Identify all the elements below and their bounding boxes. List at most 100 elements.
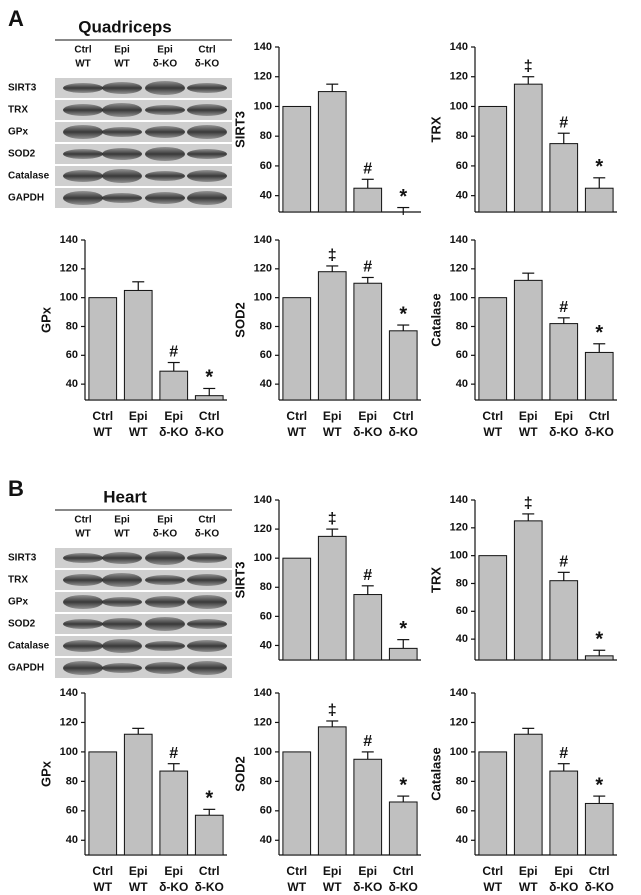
y-tick-label: 60	[260, 805, 272, 817]
bar	[194, 814, 224, 856]
lane-label: Epi	[114, 515, 130, 526]
y-tick-label: 120	[254, 263, 272, 275]
blot-band	[63, 104, 103, 116]
blot-strip	[55, 592, 232, 612]
y-tick-label: 80	[66, 775, 78, 787]
y-tick-label: 120	[254, 716, 272, 728]
bar	[282, 105, 312, 213]
x-tick-label: δ-KO	[195, 880, 224, 894]
blot-band	[145, 575, 185, 585]
significance-mark: ‡	[524, 58, 533, 75]
lane-label: Epi	[157, 45, 173, 56]
y-tick-label: 140	[254, 687, 272, 699]
bar	[478, 751, 508, 856]
blot-band	[187, 619, 227, 629]
y-tick-label: 120	[450, 263, 468, 275]
significance-mark: ‡	[524, 495, 533, 512]
y-tick-label: 60	[66, 805, 78, 817]
significance-mark: #	[559, 114, 568, 131]
row-label: SIRT3	[8, 83, 37, 94]
panel-letter: B	[8, 476, 24, 501]
x-tick-label: δ-KO	[389, 880, 418, 894]
blot-band	[63, 595, 103, 609]
blot-band	[145, 105, 185, 115]
lane-label: Ctrl	[198, 45, 215, 56]
bar	[584, 187, 614, 213]
y-tick-label: 40	[456, 378, 468, 390]
significance-mark: *	[399, 618, 407, 640]
bar	[123, 289, 153, 401]
y-tick-label: 120	[450, 522, 468, 534]
x-tick-label: WT	[323, 425, 342, 439]
blot-band	[102, 82, 142, 94]
x-tick-label: WT	[323, 880, 342, 894]
blot-band	[63, 574, 103, 586]
y-tick-label: 120	[254, 523, 272, 535]
y-tick-label: 60	[456, 605, 468, 617]
blot-band	[102, 148, 142, 160]
x-tick-label: Ctrl	[199, 409, 220, 423]
y-tick-label: 100	[60, 292, 78, 304]
blot-band	[63, 640, 103, 652]
bar	[282, 751, 312, 856]
x-tick-label: Epi	[358, 409, 377, 423]
significance-mark: #	[363, 259, 372, 276]
bar	[282, 297, 312, 401]
bar	[549, 323, 579, 401]
significance-mark: ‡	[328, 702, 337, 719]
y-tick-label: 60	[456, 349, 468, 361]
x-tick-label: Ctrl	[589, 864, 610, 878]
blot-band	[102, 618, 142, 630]
y-tick-label: 120	[254, 71, 272, 83]
blot-band	[63, 661, 103, 675]
x-tick-label: Ctrl	[393, 409, 414, 423]
significance-mark: *	[399, 303, 407, 325]
y-tick-label: 140	[450, 41, 468, 53]
row-label: SOD2	[8, 149, 36, 160]
blot-band	[102, 127, 142, 137]
lane-label: δ-KO	[153, 529, 178, 540]
blot-band	[102, 597, 142, 607]
significance-mark: *	[595, 629, 603, 651]
blot-strip	[55, 548, 232, 568]
y-axis-label: TRX	[428, 567, 443, 593]
blot-band	[187, 149, 227, 159]
x-tick-label: WT	[519, 425, 538, 439]
y-tick-label: 60	[456, 805, 468, 817]
bar	[549, 580, 579, 661]
blot-band	[187, 191, 227, 205]
y-tick-label: 40	[260, 378, 272, 390]
lane-label: Ctrl	[198, 515, 215, 526]
lane-label: δ-KO	[195, 59, 220, 70]
bar	[478, 555, 508, 661]
y-tick-label: 100	[450, 746, 468, 758]
bar	[194, 395, 224, 401]
y-tick-label: 80	[260, 320, 272, 332]
significance-mark: #	[559, 745, 568, 762]
bar	[513, 520, 543, 661]
bar	[317, 726, 347, 856]
bar	[388, 330, 418, 401]
significance-mark: #	[169, 745, 178, 762]
blot-band	[187, 104, 227, 116]
row-label: GPx	[8, 597, 28, 608]
significance-mark: *	[205, 788, 213, 810]
bar	[584, 655, 614, 661]
lane-label: WT	[114, 529, 130, 540]
blot-band	[102, 639, 142, 653]
significance-mark: #	[363, 161, 372, 178]
blot-strip	[55, 658, 232, 678]
bar	[478, 297, 508, 401]
x-tick-label: WT	[483, 425, 502, 439]
blot-band	[145, 617, 185, 631]
x-tick-label: Epi	[323, 864, 342, 878]
y-tick-label: 40	[260, 639, 272, 651]
y-tick-label: 140	[254, 41, 272, 53]
row-label: Catalase	[8, 641, 50, 652]
blot-band	[187, 125, 227, 139]
significance-mark: *	[399, 186, 407, 208]
blot-band	[145, 81, 185, 95]
y-tick-label: 40	[66, 378, 78, 390]
lane-label: δ-KO	[195, 529, 220, 540]
bar	[159, 370, 189, 401]
